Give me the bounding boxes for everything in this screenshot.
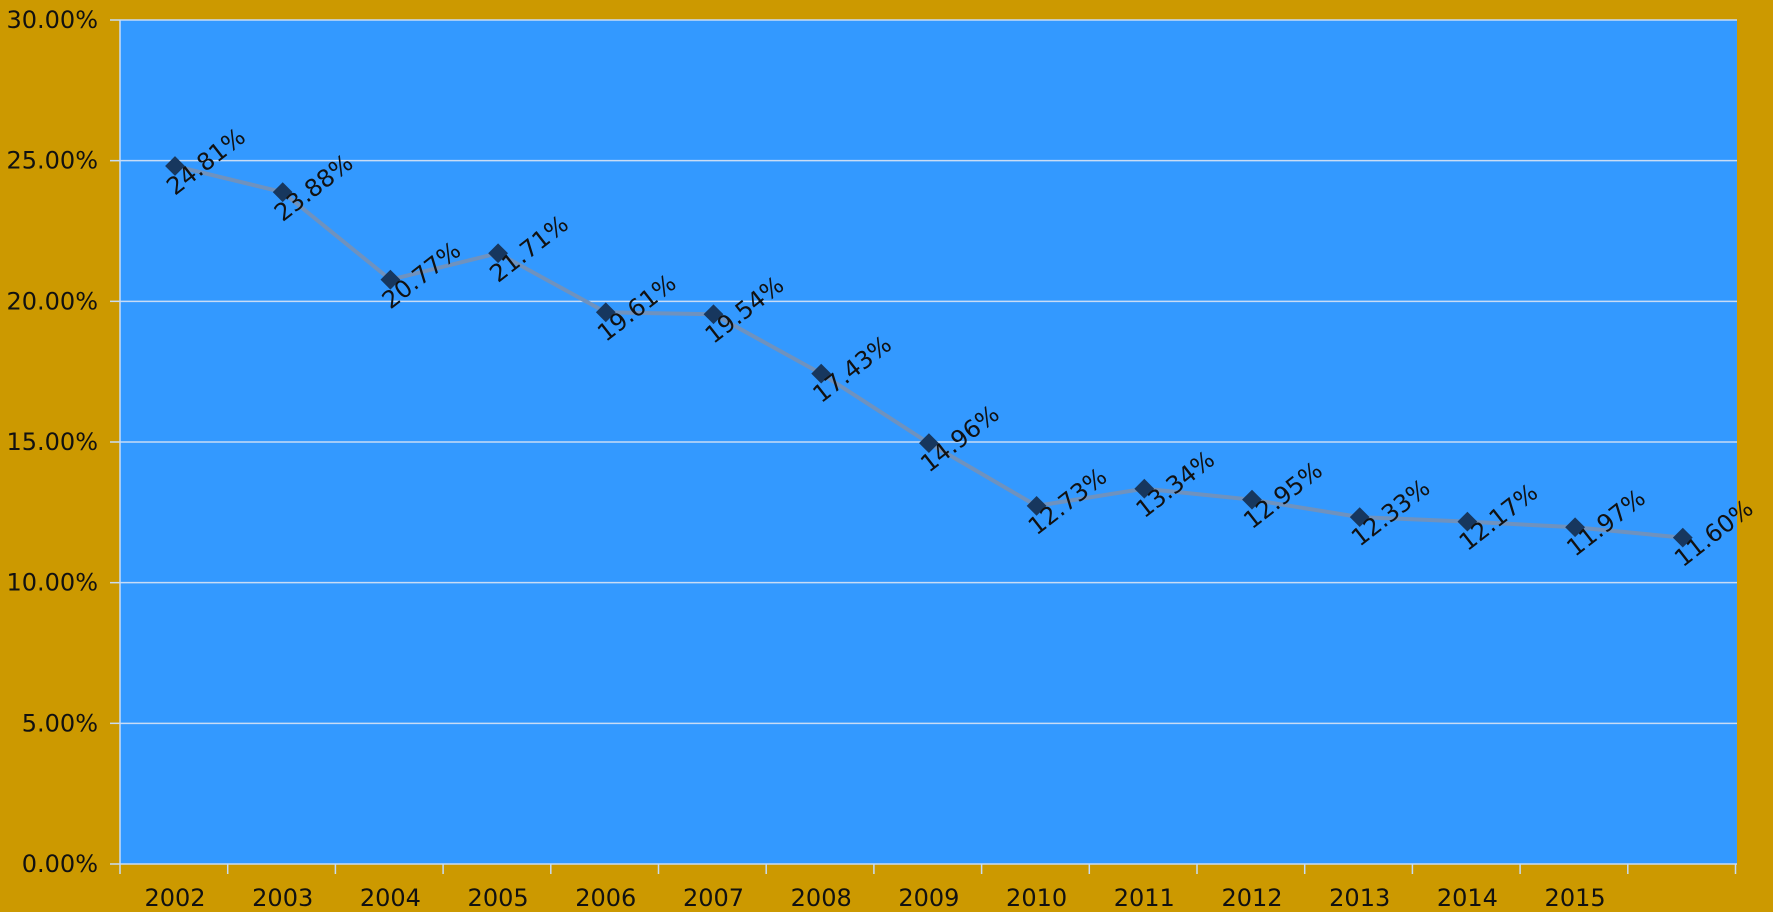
- y-tick-label: 15.00%: [6, 428, 98, 456]
- x-tick-label: 2012: [1221, 884, 1282, 912]
- x-tick-label: 2009: [898, 884, 959, 912]
- x-tick-label: 2011: [1114, 884, 1175, 912]
- x-tick-label: 2002: [144, 884, 205, 912]
- data-point-marker: [165, 156, 185, 176]
- data-point-marker: [1134, 478, 1155, 499]
- data-point-marker: [1242, 489, 1262, 510]
- y-tick-label: 25.00%: [6, 147, 98, 175]
- x-tick-label: 2005: [468, 884, 529, 912]
- data-point-marker: [1026, 495, 1047, 516]
- data-point-marker: [1672, 527, 1693, 548]
- data-point-marker: [811, 363, 832, 384]
- x-tick-label: 2013: [1329, 884, 1390, 912]
- data-point-marker: [272, 182, 293, 203]
- x-tick-label: 2006: [575, 884, 636, 912]
- data-point-marker: [1457, 511, 1478, 532]
- y-tick-label: 10.00%: [6, 569, 98, 597]
- x-tick-label: 2007: [683, 884, 744, 912]
- x-tick-label: 2010: [1006, 884, 1067, 912]
- data-point-marker: [595, 302, 616, 323]
- x-tick-label: 2014: [1437, 884, 1498, 912]
- x-tick-label: 2003: [252, 884, 313, 912]
- y-tick-label: 30.00%: [6, 6, 98, 34]
- y-tick-label: 0.00%: [22, 850, 98, 878]
- data-point-marker: [919, 433, 939, 454]
- data-point-marker: [380, 269, 401, 290]
- y-tick-label: 5.00%: [22, 709, 98, 737]
- x-tick-label: 2008: [791, 884, 852, 912]
- data-point-marker: [1565, 517, 1585, 538]
- data-point-marker: [488, 243, 508, 264]
- x-tick-label: 2015: [1545, 884, 1606, 912]
- x-tick-label: 2004: [360, 884, 421, 912]
- data-point-marker: [703, 304, 724, 325]
- y-tick-label: 20.00%: [6, 287, 98, 315]
